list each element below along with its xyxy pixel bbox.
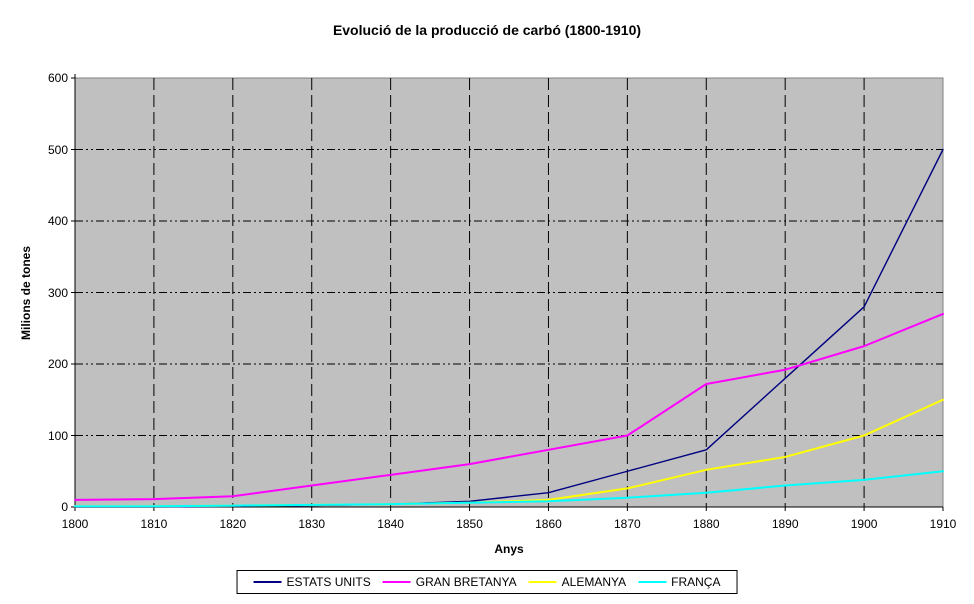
series-line-franca [74,470,944,508]
x-tick-label-1830: 1830 [298,517,326,531]
legend-label-estats-units: ESTATS UNITS [286,575,371,589]
x-tick-label-1800: 1800 [61,517,89,531]
x-tick-label-1810: 1810 [140,517,168,531]
legend-line-swatch-estats-units [253,581,282,583]
y-axis-title: Milions de tones [19,245,33,341]
x-tick-label-1860: 1860 [535,517,562,531]
legend-line-swatch-alemanya [528,581,557,583]
legend-line-swatch-gran-bretanya [382,581,411,583]
legend-item-estats-units: ESTATS UNITS [253,575,371,589]
legend-label-franca: FRANÇA [671,575,721,589]
x-axis-title: Anys [494,542,524,556]
x-tick-label-1840: 1840 [377,517,404,531]
x-tick-label-1910: 1910 [929,517,957,531]
x-tick-label-1880: 1880 [692,517,720,531]
series-line-gran-bretanya [74,312,944,501]
legend: ESTATS UNITS GRAN BRETANYA ALEMANYA FRANÇA [236,570,738,594]
y-tick-label-400: 400 [47,214,68,228]
x-tick-label-1820: 1820 [219,517,247,531]
legend-label-gran-bretanya: GRAN BRETANYA [415,575,517,589]
y-tick-label-200: 200 [47,357,68,371]
legend-label-alemanya: ALEMANYA [561,575,627,589]
x-tick-label-1890: 1890 [771,517,799,531]
legend-item-alemanya: ALEMANYA [528,575,627,589]
x-tick-label-1870: 1870 [614,517,641,531]
y-tick-label-300: 300 [47,285,68,300]
x-tick-label-1900: 1900 [850,517,878,531]
y-tick-label-500: 500 [47,142,68,157]
y-tick-label-100: 100 [47,428,68,443]
legend-line-swatch-franca [638,581,667,583]
chart-title: Evolució de la producció de carbó (1800-… [332,22,642,38]
legend-item-gran-bretanya: GRAN BRETANYA [382,575,517,589]
x-tick-label-1850: 1850 [456,517,483,531]
legend-item-franca: FRANÇA [638,575,720,589]
y-tick-label-0: 0 [61,500,68,514]
y-tick-label-600: 600 [47,71,68,85]
